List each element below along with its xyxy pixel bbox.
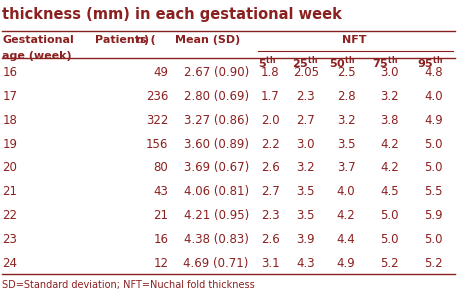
Text: thickness (mm) in each gestational week: thickness (mm) in each gestational week (2, 7, 342, 22)
Text: 80: 80 (154, 161, 168, 175)
Text: 3.9: 3.9 (296, 233, 315, 246)
Text: 2.05: 2.05 (293, 66, 319, 79)
Text: SD=Standard deviation; NFT=Nuchal fold thickness: SD=Standard deviation; NFT=Nuchal fold t… (2, 280, 255, 290)
Text: 5.0: 5.0 (381, 233, 399, 246)
Text: 21: 21 (153, 209, 168, 223)
Text: 2.6: 2.6 (261, 233, 280, 246)
Text: 2.5: 2.5 (337, 66, 356, 79)
Text: 1.8: 1.8 (261, 66, 280, 79)
Text: 3.5: 3.5 (296, 185, 315, 199)
Text: 24: 24 (2, 257, 18, 270)
Text: 3.5: 3.5 (337, 138, 356, 151)
Text: 3.2: 3.2 (381, 90, 399, 103)
Text: 3.5: 3.5 (296, 209, 315, 223)
Text: 4.4: 4.4 (337, 233, 356, 246)
Text: 12: 12 (153, 257, 168, 270)
Text: Patients (: Patients ( (95, 35, 155, 45)
Text: 4.3: 4.3 (296, 257, 315, 270)
Text: 4.8: 4.8 (424, 66, 443, 79)
Text: 2.7: 2.7 (261, 185, 280, 199)
Text: 4.5: 4.5 (381, 185, 399, 199)
Text: 4.2: 4.2 (337, 209, 356, 223)
Text: 3.69 (0.67): 3.69 (0.67) (183, 161, 249, 175)
Text: 75$^{\mathregular{th}}$: 75$^{\mathregular{th}}$ (372, 54, 398, 71)
Text: 2.8: 2.8 (337, 90, 356, 103)
Text: 4.21 (0.95): 4.21 (0.95) (183, 209, 249, 223)
Text: 3.27 (0.86): 3.27 (0.86) (184, 114, 249, 127)
Text: 22: 22 (2, 209, 18, 223)
Text: 5$^{\mathregular{th}}$: 5$^{\mathregular{th}}$ (258, 54, 277, 71)
Text: 5.0: 5.0 (424, 161, 443, 175)
Text: 4.38 (0.83): 4.38 (0.83) (184, 233, 249, 246)
Text: 2.67 (0.90): 2.67 (0.90) (183, 66, 249, 79)
Text: ): ) (144, 35, 149, 45)
Text: 5.0: 5.0 (424, 233, 443, 246)
Text: 5.2: 5.2 (381, 257, 399, 270)
Text: 2.2: 2.2 (261, 138, 280, 151)
Text: Gestational: Gestational (2, 35, 74, 45)
Text: 322: 322 (146, 114, 168, 127)
Text: 3.60 (0.89): 3.60 (0.89) (184, 138, 249, 151)
Text: 1.7: 1.7 (261, 90, 280, 103)
Text: 23: 23 (2, 233, 17, 246)
Text: 43: 43 (154, 185, 168, 199)
Text: 3.7: 3.7 (337, 161, 356, 175)
Text: 4.2: 4.2 (381, 138, 399, 151)
Text: 2.7: 2.7 (296, 114, 315, 127)
Text: 3.1: 3.1 (261, 257, 280, 270)
Text: 4.0: 4.0 (337, 185, 356, 199)
Text: 2.80 (0.69): 2.80 (0.69) (184, 90, 249, 103)
Text: 5.0: 5.0 (381, 209, 399, 223)
Text: 21: 21 (2, 185, 18, 199)
Text: 2.3: 2.3 (296, 90, 315, 103)
Text: NFT: NFT (342, 35, 366, 45)
Text: 5.2: 5.2 (424, 257, 443, 270)
Text: 4.2: 4.2 (381, 161, 399, 175)
Text: 4.9: 4.9 (424, 114, 443, 127)
Text: 3.8: 3.8 (381, 114, 399, 127)
Text: 4.9: 4.9 (337, 257, 356, 270)
Text: age (week): age (week) (2, 51, 72, 61)
Text: 20: 20 (2, 161, 17, 175)
Text: 19: 19 (2, 138, 18, 151)
Text: 3.2: 3.2 (296, 161, 315, 175)
Text: 4.69 (0.71): 4.69 (0.71) (183, 257, 249, 270)
Text: 5.0: 5.0 (424, 138, 443, 151)
Text: 2.3: 2.3 (261, 209, 280, 223)
Text: 156: 156 (146, 138, 168, 151)
Text: 4.0: 4.0 (424, 90, 443, 103)
Text: 3.0: 3.0 (381, 66, 399, 79)
Text: 17: 17 (2, 90, 18, 103)
Text: 50$^{\mathregular{th}}$: 50$^{\mathregular{th}}$ (329, 54, 356, 71)
Text: 16: 16 (153, 233, 168, 246)
Text: 4.06 (0.81): 4.06 (0.81) (184, 185, 249, 199)
Text: 2.6: 2.6 (261, 161, 280, 175)
Text: n: n (136, 35, 144, 45)
Text: 95$^{\mathregular{th}}$: 95$^{\mathregular{th}}$ (417, 54, 443, 71)
Text: 16: 16 (2, 66, 18, 79)
Text: Mean (SD): Mean (SD) (175, 35, 241, 45)
Text: 236: 236 (146, 90, 168, 103)
Text: 18: 18 (2, 114, 17, 127)
Text: 5.9: 5.9 (424, 209, 443, 223)
Text: 3.2: 3.2 (337, 114, 356, 127)
Text: 25$^{\mathregular{th}}$: 25$^{\mathregular{th}}$ (292, 54, 318, 71)
Text: 5.5: 5.5 (424, 185, 443, 199)
Text: 49: 49 (153, 66, 168, 79)
Text: 3.0: 3.0 (296, 138, 315, 151)
Text: 2.0: 2.0 (261, 114, 280, 127)
